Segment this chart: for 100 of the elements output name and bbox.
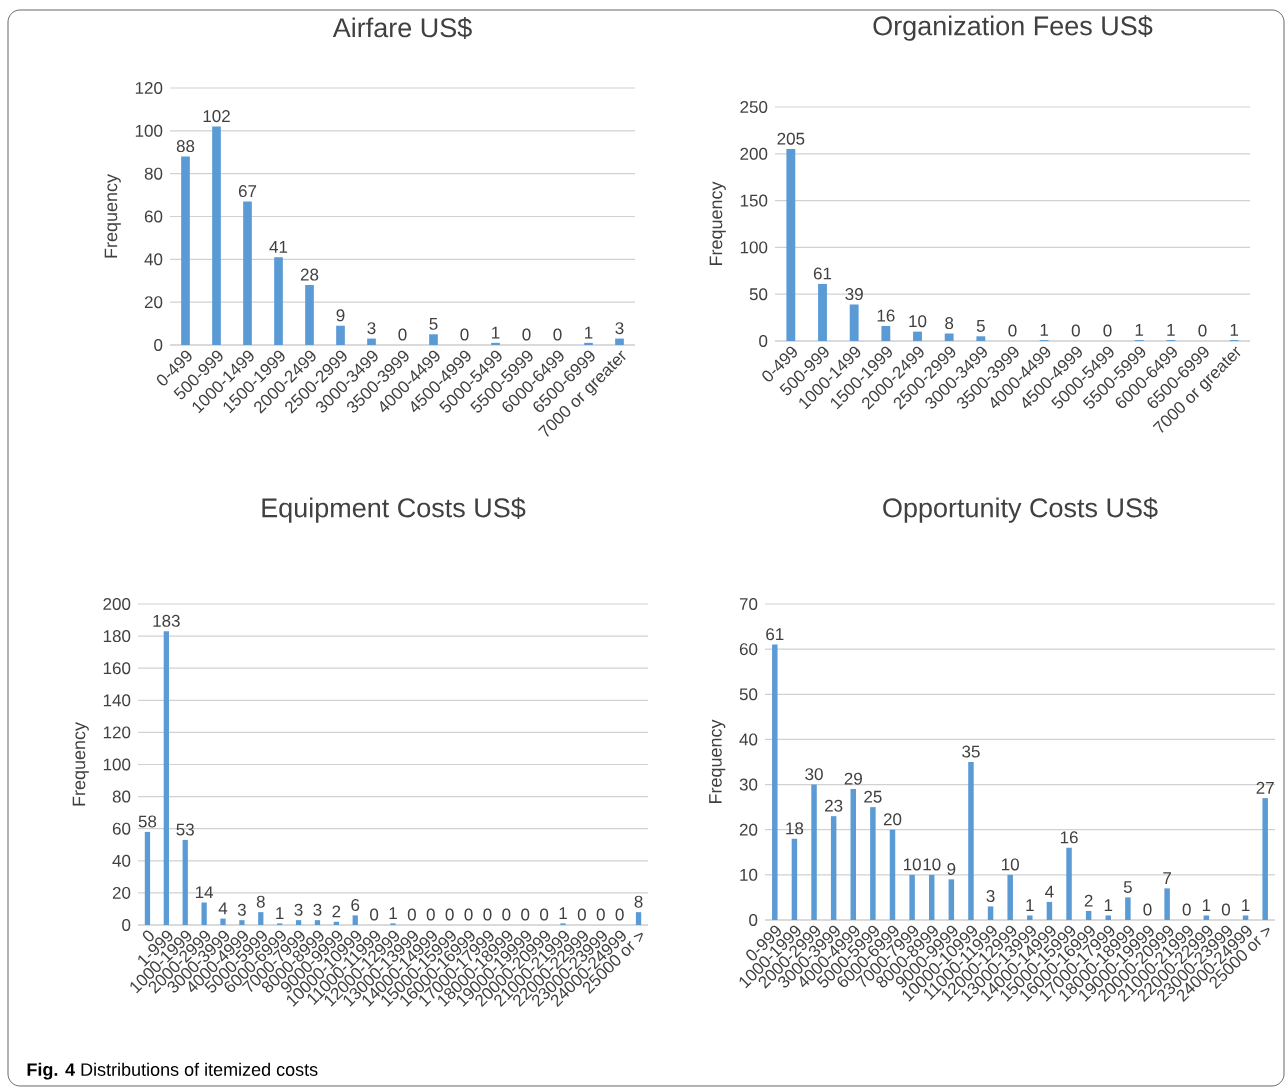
data-label: 0: [1008, 324, 1017, 337]
data-label: 53: [176, 823, 194, 836]
y-tick-label: 100: [103, 758, 131, 771]
data-label: 10: [923, 858, 941, 871]
bar: [1085, 910, 1092, 920]
y-tick-label: 50: [749, 288, 768, 301]
bar: [850, 789, 857, 920]
y-tick-label: 20: [739, 823, 758, 836]
y-tick-label: 20: [144, 296, 163, 309]
y-axis-title: Frequency: [72, 722, 89, 806]
bar: [258, 912, 264, 925]
y-tick-label: 0: [759, 334, 768, 347]
data-label: 1: [1242, 899, 1250, 912]
bar: [1046, 901, 1053, 920]
y-tick-label: 50: [739, 688, 758, 701]
y-tick-label: 200: [103, 597, 131, 610]
data-label: 1: [1104, 899, 1113, 912]
y-tick-label: 100: [740, 241, 768, 254]
bar: [367, 338, 376, 345]
data-label: 0: [1103, 324, 1112, 337]
bar: [948, 879, 955, 920]
data-label: 3: [313, 903, 322, 916]
y-tick-label: 70: [739, 597, 758, 611]
data-label: 5: [976, 320, 985, 332]
bar: [849, 304, 859, 341]
data-label: 1: [1230, 323, 1239, 336]
data-label: 1: [559, 907, 567, 919]
data-label: 7: [1163, 872, 1171, 884]
bar: [913, 331, 922, 341]
data-label: 3: [986, 890, 995, 903]
y-tick-label: 30: [739, 778, 758, 791]
data-label: 3: [237, 903, 246, 916]
bar: [791, 838, 798, 920]
data-label: 10: [903, 858, 921, 871]
bar: [144, 831, 151, 925]
data-label: 88: [176, 140, 195, 153]
data-label: 1: [1167, 323, 1175, 336]
bar: [1262, 798, 1268, 920]
bar: [811, 784, 817, 920]
data-label: 16: [877, 309, 895, 322]
data-label: 1: [276, 907, 284, 919]
data-label: 14: [195, 886, 214, 899]
bar: [212, 126, 221, 345]
bar: [429, 334, 438, 345]
data-label: 27: [1256, 781, 1274, 794]
data-label: 5: [429, 318, 438, 330]
bar: [1125, 897, 1131, 920]
data-label: 0: [1182, 903, 1191, 916]
data-label: 3: [367, 322, 376, 335]
bar: [818, 283, 827, 341]
chart-title: Organization Fees US$: [873, 15, 1153, 41]
y-axis-title: Frequency: [709, 719, 726, 804]
data-label: 0: [460, 328, 469, 341]
data-label: 0: [407, 908, 416, 921]
data-label: 10: [909, 315, 927, 328]
data-label: 0: [540, 908, 549, 921]
bar: [1105, 915, 1112, 920]
bar: [314, 920, 321, 925]
data-label: 0: [522, 328, 531, 341]
bar: [786, 149, 796, 341]
data-label: 3: [615, 322, 624, 335]
data-label: 5: [1123, 881, 1132, 894]
data-label: 41: [269, 241, 288, 253]
data-label: 20: [883, 813, 902, 826]
bar: [968, 761, 974, 920]
data-label: 61: [766, 628, 784, 641]
y-tick-label: 20: [112, 886, 131, 899]
text: Fig. 4 Distributions of itemized costs: [27, 1062, 318, 1080]
data-label: 0: [1221, 903, 1231, 916]
data-label: 1: [1026, 899, 1034, 912]
bar: [274, 257, 283, 345]
bar: [220, 918, 226, 925]
y-tick-label: 180: [103, 630, 131, 643]
data-label: 0: [615, 908, 624, 921]
data-label: 0: [370, 908, 379, 921]
bar: [772, 644, 778, 920]
data-label: 0: [553, 328, 562, 341]
data-label: 30: [805, 768, 823, 781]
bar: [889, 829, 896, 920]
bar: [201, 902, 207, 925]
y-tick-label: 250: [740, 100, 768, 114]
bar: [928, 874, 935, 920]
data-label: 4: [1045, 885, 1054, 898]
chart-title: Airfare US$: [332, 17, 472, 39]
bar: [1007, 874, 1013, 920]
data-label: 3: [294, 903, 303, 916]
bar: [1164, 888, 1170, 920]
data-label: 0: [521, 908, 530, 921]
data-label: 0: [577, 908, 586, 921]
bar: [830, 816, 837, 920]
data-label: 183: [153, 614, 180, 627]
data-label: 1: [389, 907, 397, 919]
y-tick-label: 80: [144, 167, 163, 180]
bar: [987, 906, 994, 920]
data-label: 16: [1060, 831, 1078, 844]
bar: [305, 285, 314, 345]
y-axis-title: Frequency: [104, 174, 121, 258]
bar: [181, 156, 190, 345]
bar: [944, 333, 954, 341]
bar: [352, 915, 358, 925]
